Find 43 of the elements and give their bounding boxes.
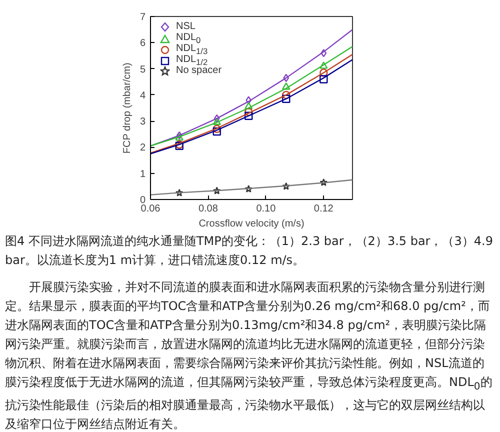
point: [246, 96, 252, 104]
point: [282, 182, 290, 190]
y-tick-label: 1: [140, 168, 146, 180]
point: [320, 68, 328, 77]
point: [320, 62, 328, 69]
x-axis-title: Crossflow velocity (m/s): [198, 218, 304, 230]
text: 开展膜污染实验，并对不同流道的膜表面和进水隔网表面积累的污染物含量分别进行测定。结果显示，膜表面的平均TOC含量和ATP含量分别为0.26 mg/cm²和68.0 pg/cm²，而进水隔网表面的TOC含量和ATP含量分别为0.13mg/cm²和34.8 pg/cm²，表明膜污染比隔网污染严重。就膜污染而言，放置进水隔网的流道均比无进水隔网的流道更轻，但部分污染物沉积、附着在进水隔网表面，需要综合隔网污染来评价其抗污染性能。例如，NSL流道的膜污染程度低于无进水隔网的流道，但其隔网污染较严重，导致总体污染程度更高。NDL$_{0}$的抗污染性能最佳（污染后的相对膜通量最高，污染物水平最低），这与它的双层网丝结构以及缩窄口位于网丝结点附近有关。: [5, 280, 492, 432]
point: [282, 90, 290, 100]
y-tick-label: 5: [140, 64, 146, 76]
y-axis-title: FCP drop (mbar/cm): [122, 62, 133, 154]
point: [244, 102, 253, 110]
x-tick-label: 0.06: [140, 204, 161, 214]
point: [212, 124, 221, 134]
legend-label: NSL: [176, 21, 196, 32]
y-tick-label: 3: [140, 116, 146, 128]
point: [244, 108, 253, 116]
y-tick-label: 4: [140, 90, 146, 102]
y-tick-label: 0: [140, 195, 146, 206]
point: [175, 188, 184, 196]
legend-label: NDL$_{1/3}$: [176, 43, 208, 56]
point: [283, 74, 290, 82]
x-tick-label: 0.08: [198, 204, 218, 214]
point: [320, 75, 328, 84]
x-tick-label: 0.12: [314, 204, 334, 214]
point: [212, 127, 221, 136]
point: [282, 94, 290, 103]
legend-label: NDL$_{0}$: [176, 32, 201, 45]
line-series: [150, 179, 352, 196]
x-tick-label: 0.10: [256, 204, 276, 214]
y-tick-label: 2: [140, 142, 146, 154]
point: [214, 114, 220, 123]
point: [282, 82, 290, 90]
point: [320, 178, 328, 186]
legend-label: NDL$_{1/2}$: [176, 54, 208, 67]
point: [212, 186, 221, 194]
y-tick-label: 6: [140, 38, 146, 50]
y-tick-label: 7: [140, 12, 146, 23]
point: [320, 49, 327, 58]
point: [244, 184, 253, 192]
point: [244, 112, 253, 120]
caption: 图4 不同进水隔网流道的纯水通量随TMP的变化：（1）2.3 bar，（2）3.5 bar，（3）4.9 bar。以流道长度为1 m计算，进口错流速度0.12 m/s。: [5, 233, 494, 269]
point: [212, 118, 221, 125]
legend-label: No spacer: [176, 65, 222, 76]
